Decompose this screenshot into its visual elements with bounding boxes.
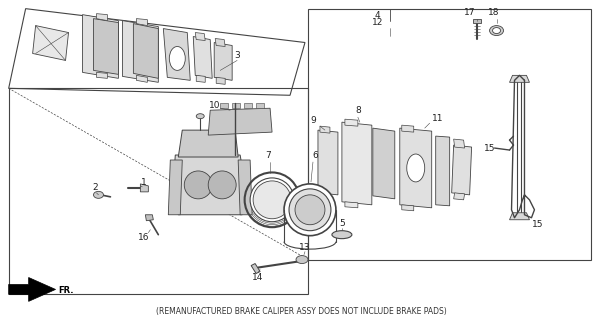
Polygon shape (320, 126, 330, 133)
Polygon shape (436, 136, 450, 206)
Ellipse shape (489, 26, 503, 36)
Polygon shape (452, 145, 471, 195)
Polygon shape (251, 264, 260, 274)
Polygon shape (215, 38, 225, 46)
Text: 6: 6 (312, 150, 318, 160)
Polygon shape (33, 26, 69, 60)
Polygon shape (8, 9, 305, 95)
Text: 9: 9 (310, 116, 316, 125)
Polygon shape (82, 15, 119, 78)
Text: 11: 11 (432, 114, 444, 123)
Polygon shape (173, 155, 245, 215)
Polygon shape (400, 128, 432, 208)
Text: 13: 13 (299, 243, 311, 252)
Polygon shape (169, 160, 182, 215)
Text: 17: 17 (464, 8, 476, 17)
Polygon shape (509, 76, 530, 82)
Polygon shape (244, 103, 252, 108)
Ellipse shape (169, 46, 185, 70)
Polygon shape (220, 103, 228, 108)
Polygon shape (214, 43, 232, 80)
Polygon shape (345, 119, 358, 126)
Polygon shape (93, 19, 119, 74)
Polygon shape (256, 103, 264, 108)
Polygon shape (134, 24, 158, 78)
Ellipse shape (93, 191, 104, 198)
Polygon shape (216, 77, 225, 84)
Polygon shape (195, 33, 205, 41)
Text: 5: 5 (339, 219, 345, 228)
Text: 14: 14 (252, 273, 264, 282)
Ellipse shape (492, 28, 500, 34)
Text: 1: 1 (140, 179, 146, 188)
Polygon shape (454, 139, 465, 148)
Text: 12: 12 (372, 18, 383, 27)
Ellipse shape (184, 171, 213, 199)
Text: 7: 7 (265, 150, 271, 160)
Polygon shape (196, 76, 205, 82)
Polygon shape (122, 20, 158, 82)
Polygon shape (145, 215, 154, 221)
Polygon shape (140, 184, 148, 192)
Polygon shape (232, 103, 240, 108)
Polygon shape (178, 130, 238, 157)
Ellipse shape (208, 171, 236, 199)
Text: 10: 10 (209, 101, 221, 110)
Ellipse shape (196, 114, 204, 119)
Polygon shape (373, 128, 395, 199)
Polygon shape (402, 125, 414, 132)
Polygon shape (345, 202, 358, 208)
Polygon shape (454, 193, 465, 200)
Text: 2: 2 (93, 183, 98, 192)
Polygon shape (96, 14, 107, 20)
Text: 16: 16 (138, 233, 149, 242)
Ellipse shape (253, 181, 291, 219)
Polygon shape (473, 19, 480, 23)
Ellipse shape (289, 189, 331, 231)
Polygon shape (318, 130, 338, 195)
Text: 8: 8 (355, 106, 361, 115)
Polygon shape (137, 76, 147, 82)
Polygon shape (193, 36, 213, 78)
Polygon shape (8, 277, 55, 301)
Ellipse shape (250, 178, 294, 222)
Ellipse shape (284, 184, 336, 236)
Polygon shape (137, 19, 147, 26)
Ellipse shape (407, 154, 425, 182)
Ellipse shape (295, 195, 325, 225)
Polygon shape (163, 28, 190, 80)
Ellipse shape (296, 256, 308, 264)
Text: 3: 3 (234, 51, 240, 60)
Text: 18: 18 (488, 8, 499, 17)
Polygon shape (96, 72, 107, 78)
Text: 15: 15 (484, 144, 495, 153)
Polygon shape (238, 160, 252, 215)
Text: 15: 15 (532, 220, 543, 229)
Polygon shape (509, 213, 530, 220)
Text: (REMANUFACTURED BRAKE CALIPER ASSY DOES NOT INCLUDE BRAKE PADS): (REMANUFACTURED BRAKE CALIPER ASSY DOES … (156, 307, 446, 316)
Polygon shape (402, 205, 414, 211)
Text: FR.: FR. (58, 286, 73, 295)
Polygon shape (320, 193, 330, 199)
Ellipse shape (332, 231, 352, 239)
Polygon shape (208, 108, 272, 135)
Text: 4: 4 (375, 11, 380, 20)
Polygon shape (342, 122, 372, 205)
